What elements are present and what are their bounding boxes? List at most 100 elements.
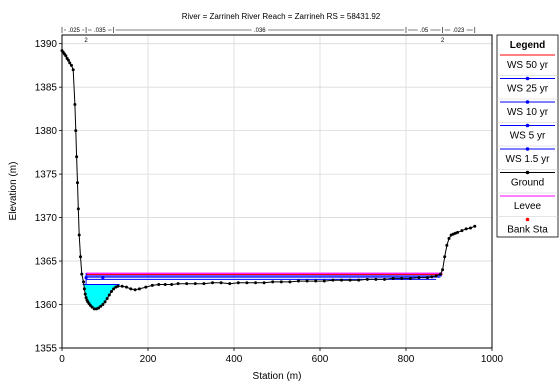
bank-station-label: 2 [441, 38, 445, 44]
x-tick-label: 800 [398, 354, 415, 365]
ground-point [228, 282, 232, 286]
x-tick-label: 0 [59, 354, 65, 365]
legend-item-label: Ground [511, 178, 544, 189]
ground-point [460, 229, 464, 233]
ground-point [84, 296, 88, 300]
y-tick-label: 1375 [35, 170, 58, 181]
legend-item-label: Bank Sta [507, 225, 548, 236]
ground-point [71, 68, 75, 72]
ground-point [374, 277, 378, 281]
ground-point [150, 283, 154, 287]
x-tick-label: 200 [140, 354, 157, 365]
ground-point [82, 287, 86, 291]
ground-point [185, 282, 189, 286]
ground-point [105, 296, 109, 300]
y-tick-label: 1355 [35, 344, 58, 355]
ground-point [365, 277, 369, 281]
ground-point [101, 303, 105, 307]
legend-item-label: WS 50 yr [507, 60, 549, 71]
ground-point [157, 283, 161, 287]
ground-point [271, 280, 275, 284]
ground-point [170, 283, 174, 287]
ground-point [445, 243, 449, 247]
x-axis-label: Station (m) [253, 371, 302, 381]
ground-profile [60, 49, 477, 311]
x-tick-label: 1000 [481, 354, 504, 365]
ground-point [76, 207, 80, 211]
y-axis-label: Elevation (m) [8, 162, 19, 221]
roughness-label-bg [251, 26, 268, 34]
roughness-label: .035 [94, 28, 106, 34]
ground-point [116, 284, 120, 288]
bank-station-marker [84, 275, 88, 280]
ground-point [322, 279, 326, 283]
ground-point [400, 276, 404, 280]
ground-point [112, 287, 116, 291]
legend-swatch-dot [525, 170, 530, 175]
legend-item-label: WS 10 yr [507, 107, 549, 118]
ground-point [426, 276, 429, 280]
x-tick-label: 600 [312, 354, 329, 365]
legend-item-label: WS 25 yr [507, 84, 549, 95]
roughness-label-bg [65, 26, 83, 34]
bank-station-label: 2 [84, 38, 88, 44]
x-tick-label: 400 [226, 354, 243, 365]
y-tick-label: 1360 [35, 300, 58, 311]
ground-point [447, 236, 451, 240]
legend-box [496, 34, 559, 238]
ground-point [254, 281, 257, 285]
ground-point [92, 307, 96, 311]
y-tick-label: 1370 [35, 213, 58, 224]
ground-point [144, 285, 148, 289]
ground-point [438, 272, 442, 276]
roughness-label-bg [450, 26, 467, 34]
ground-point [82, 280, 85, 284]
ground-point [83, 292, 87, 296]
ground-point [430, 275, 434, 279]
roughness-label: .023 [453, 28, 465, 34]
legend-item-label: WS 5 yr [510, 131, 546, 142]
ground-point [417, 276, 421, 280]
ground-point [80, 272, 84, 276]
ground-point [288, 280, 292, 284]
y-tick-label: 1380 [35, 126, 58, 137]
legend-title: Legend [510, 40, 546, 51]
ground-point [202, 282, 206, 286]
legend-swatch-dot [525, 100, 530, 104]
ground-point [434, 274, 438, 278]
ground-point [129, 287, 133, 291]
legend-swatch-dot [525, 123, 530, 128]
chart-grid [62, 35, 492, 348]
legend: Legend WS 50 yr WS 25 yr WS 10 yr WS 5 yr WS… [496, 34, 559, 238]
roughness-label-bg [91, 26, 109, 34]
ground-point [75, 155, 79, 159]
y-tick-label: 1385 [35, 83, 58, 94]
ground-point [279, 280, 283, 284]
ground-point [68, 61, 72, 65]
ground-point [473, 224, 477, 228]
ground-point [348, 278, 352, 282]
ground-point [340, 278, 343, 282]
ground-point [456, 230, 460, 234]
roughness-label: .05 [420, 28, 429, 34]
ground-point [331, 278, 335, 282]
ground-point [193, 282, 197, 286]
ground-point [383, 277, 386, 281]
ground-point [75, 181, 79, 185]
roughness-label-bg [417, 26, 431, 34]
ground-point [78, 255, 82, 259]
ground-point [66, 58, 70, 62]
ground-point [99, 304, 103, 308]
ground-point [163, 283, 167, 287]
ground-point [219, 281, 223, 285]
ground-point [469, 226, 472, 230]
ground-point [109, 289, 113, 293]
ground-point [443, 255, 447, 259]
ground-point [441, 268, 445, 272]
ground-point [133, 288, 137, 292]
water-surface-point [101, 275, 105, 280]
ground-point [245, 281, 249, 285]
ground-point [73, 103, 77, 107]
ground-point [137, 287, 141, 291]
